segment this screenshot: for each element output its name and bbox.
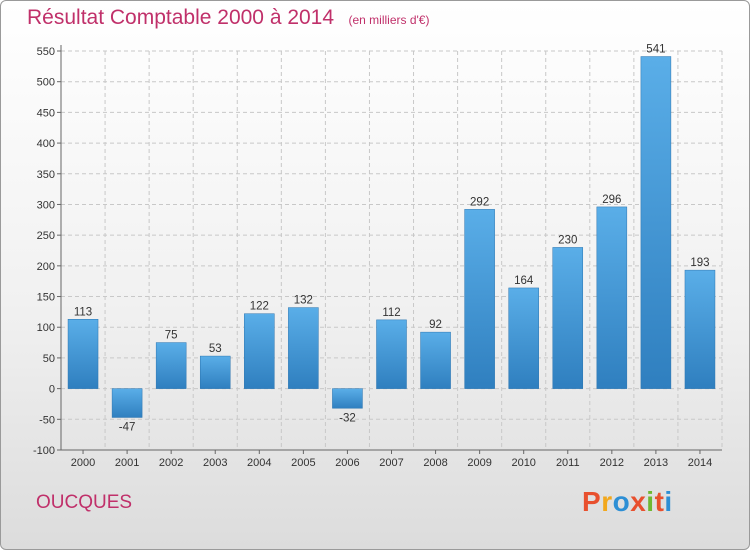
logo-letter: r <box>601 486 613 517</box>
y-tick-label: 250 <box>37 230 55 242</box>
logo-letter: P <box>582 486 602 517</box>
chart-title: Résultat Comptable 2000 à 2014 (en milli… <box>27 6 429 30</box>
value-label-2014: 193 <box>690 257 709 269</box>
logo-letter: t <box>654 486 665 517</box>
x-tick-label: 2004 <box>247 457 271 469</box>
bar-2008 <box>420 331 451 389</box>
x-tick-label: 2006 <box>335 457 359 469</box>
labels: 2000 113 2001 -47 2002 75 2003 53 2004 122 2005 132… <box>71 44 712 469</box>
bar-2009 <box>464 209 495 389</box>
value-label-2009: 292 <box>470 196 489 208</box>
y-tick-label: 400 <box>37 138 55 150</box>
value-label-2011: 230 <box>558 234 577 246</box>
y-tick-label: 150 <box>37 292 55 304</box>
y-tick-label: 300 <box>37 199 55 211</box>
value-label-2003: 53 <box>209 343 222 355</box>
value-label-2012: 296 <box>602 194 621 206</box>
bar-2001 <box>111 388 143 418</box>
logo-letter: o <box>612 486 631 517</box>
x-tick-label: 2007 <box>379 457 403 469</box>
bar-2014 <box>684 269 716 389</box>
y-tick-label: 0 <box>49 384 55 396</box>
value-label-2002: 75 <box>165 330 178 342</box>
logo-letter: i <box>646 486 655 517</box>
bar-2010 <box>508 287 539 389</box>
y-tick-label: 350 <box>37 169 55 181</box>
axes: -100 -50 0 50 100 150 200 250 300 350 400 450 500 550 <box>33 45 722 457</box>
x-tick-label: 2000 <box>71 457 95 469</box>
bar-2005 <box>288 307 319 389</box>
value-label-2000: 113 <box>74 306 92 318</box>
value-label-2001: -47 <box>119 421 136 433</box>
y-tick-label: 500 <box>37 77 55 89</box>
commune-name: OUCQUES <box>36 492 133 513</box>
title-text: Résultat Comptable 2000 à 2014 <box>27 6 335 29</box>
value-label-2013: 541 <box>646 44 665 56</box>
y-tick-label: 200 <box>37 261 55 273</box>
value-label-2010: 164 <box>514 275 534 287</box>
x-tick-label: 2010 <box>511 457 535 469</box>
bar-2004 <box>244 313 275 389</box>
x-tick-label: 2003 <box>203 457 227 469</box>
bar-2013 <box>640 56 672 389</box>
y-tick-label: -100 <box>33 445 55 457</box>
x-tick-label: 2011 <box>556 457 580 469</box>
proxiti-logo: Proxiti <box>582 486 673 518</box>
y-tick-label: -50 <box>39 414 55 426</box>
logo-letter: i <box>664 486 673 517</box>
x-tick-label: 2014 <box>688 457 712 469</box>
y-tick-label: 100 <box>37 322 55 334</box>
bar-2000 <box>67 319 99 389</box>
x-tick-label: 2001 <box>115 457 139 469</box>
bar-2007 <box>376 319 407 389</box>
logo-letter: x <box>630 486 647 517</box>
title-unit: (en milliers d'€) <box>348 13 430 27</box>
bar-2011 <box>552 247 584 389</box>
x-tick-label: 2012 <box>600 457 624 469</box>
value-label-2007: 112 <box>382 307 400 319</box>
bars <box>67 56 716 418</box>
value-label-2006: -32 <box>339 412 356 424</box>
bar-2006 <box>332 388 363 409</box>
bar-2003 <box>199 355 231 389</box>
value-label-2004: 122 <box>250 301 269 313</box>
x-tick-label: 2005 <box>291 457 315 469</box>
value-label-2008: 92 <box>429 319 442 331</box>
bar-2002 <box>155 342 187 389</box>
x-tick-label: 2009 <box>467 457 491 469</box>
value-label-2005: 132 <box>294 295 313 307</box>
y-tick-label: 550 <box>37 46 55 58</box>
y-tick-label: 50 <box>43 353 55 365</box>
x-tick-label: 2002 <box>159 457 183 469</box>
bar-2012 <box>596 206 628 389</box>
y-tick-label: 450 <box>37 107 55 119</box>
x-tick-label: 2013 <box>644 457 668 469</box>
x-tick-label: 2008 <box>423 457 447 469</box>
